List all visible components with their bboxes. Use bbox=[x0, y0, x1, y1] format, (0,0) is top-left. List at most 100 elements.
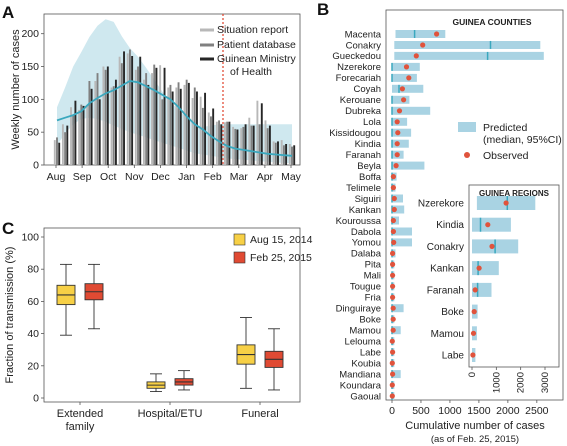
bar-ministry bbox=[131, 56, 134, 165]
observed-point bbox=[401, 97, 407, 103]
legend-label-aug: Aug 15, 2014 bbox=[250, 234, 313, 246]
county-label: Boke bbox=[359, 315, 381, 326]
x-tick-label-a: Nov bbox=[125, 171, 144, 183]
inset-x-tick-label: 3000 bbox=[540, 372, 551, 393]
observed-point bbox=[391, 206, 397, 213]
bar-patient bbox=[177, 82, 180, 165]
plot-frame-b bbox=[385, 9, 564, 401]
legend-label-report: Situation report bbox=[217, 24, 288, 36]
observed-point bbox=[413, 53, 419, 59]
bar-report bbox=[191, 98, 194, 165]
county-label: Koubia bbox=[351, 358, 381, 369]
region-observed-point bbox=[471, 309, 477, 315]
x-tick-label-b: 2500 bbox=[525, 405, 549, 417]
observed-point bbox=[394, 141, 400, 147]
predicted-bar bbox=[395, 30, 446, 38]
county-label: Kouroussa bbox=[336, 216, 382, 227]
bar-ministry bbox=[268, 125, 271, 165]
x-axis-label-b: Cumulative number of cases bbox=[405, 420, 545, 432]
county-label: Kankan bbox=[349, 205, 381, 216]
x-tick-label-b: 2000 bbox=[496, 405, 520, 417]
legend-label-ministry-line-2: of Health bbox=[230, 66, 272, 78]
panel-a: A 0 50 100 150 200 Aug Sep Oct Nov Dec Jan Feb Mar Ap… bbox=[2, 3, 302, 183]
bar-report bbox=[240, 128, 243, 165]
observed-point bbox=[390, 327, 396, 333]
county-label: Telimele bbox=[346, 183, 381, 194]
bar-ministry bbox=[171, 91, 174, 165]
bar-report bbox=[142, 79, 145, 165]
county-label: Dalaba bbox=[351, 249, 382, 260]
legend-label-predicted-ci: (median, 95%CI) bbox=[483, 134, 562, 146]
legend-label-predicted: Predicted bbox=[483, 122, 528, 134]
bar-report bbox=[175, 87, 178, 165]
observed-point bbox=[389, 360, 395, 366]
bar-ministry bbox=[179, 88, 182, 165]
observed-point bbox=[390, 217, 396, 224]
bar-ministry bbox=[82, 105, 85, 165]
region-observed-point bbox=[503, 200, 509, 206]
bar-patient bbox=[80, 104, 83, 165]
region-label: Labe bbox=[442, 351, 465, 362]
bar-report bbox=[126, 53, 129, 165]
y-axis-label-a: Weekly number of cases bbox=[10, 29, 22, 150]
observed-point bbox=[396, 108, 403, 114]
panel-c: C 0 20 40 60 80 100 Fraction of transmission (… bbox=[2, 219, 313, 433]
region-observed-point bbox=[470, 330, 477, 336]
region-label: Nzerekore bbox=[418, 199, 465, 210]
bar-report bbox=[215, 121, 218, 165]
county-label: Gueckedou bbox=[332, 51, 381, 62]
x-tick-label-a: Jan bbox=[178, 171, 195, 183]
county-label: Pita bbox=[365, 260, 382, 271]
bar-report bbox=[248, 117, 251, 165]
y-tick-label-c: 0 bbox=[33, 393, 39, 405]
bar-patient bbox=[112, 86, 115, 165]
county-label: Macenta bbox=[345, 29, 382, 40]
bar-patient bbox=[128, 49, 131, 165]
predicted-bar bbox=[392, 205, 405, 214]
observed-point bbox=[389, 338, 395, 344]
county-label: Yomou bbox=[352, 238, 381, 249]
bar-ministry bbox=[228, 121, 231, 165]
legend-label-observed: Observed bbox=[483, 150, 529, 162]
y-tick-label-a: 200 bbox=[21, 28, 39, 40]
panel-a-letter: A bbox=[2, 3, 14, 22]
x-tick-label-a: Feb bbox=[204, 171, 222, 183]
region-label: Kindia bbox=[436, 220, 464, 231]
observed-point bbox=[390, 228, 396, 235]
bar-ministry bbox=[293, 145, 296, 165]
region-label: Boke bbox=[441, 307, 464, 318]
legend-swatch-feb bbox=[233, 251, 246, 264]
observed-point bbox=[394, 119, 400, 125]
bar-patient bbox=[266, 128, 269, 165]
region-predicted-bar bbox=[472, 261, 499, 276]
x-tick-label-b: 500 bbox=[412, 405, 430, 417]
observed-point bbox=[434, 31, 440, 37]
bar-report bbox=[199, 96, 202, 165]
bar-ministry bbox=[106, 66, 109, 165]
region-label: Conakry bbox=[427, 242, 464, 253]
bar-report bbox=[224, 122, 226, 165]
y-tick-label-a: 50 bbox=[27, 127, 39, 139]
observed-point bbox=[406, 75, 412, 81]
county-label: Mamou bbox=[349, 325, 381, 336]
x-axis-label-b-2: (as of Feb. 25, 2015) bbox=[431, 434, 519, 445]
bar-report bbox=[207, 112, 210, 165]
predicted-bar bbox=[394, 41, 541, 49]
panel-b: B GUINEA COUNTIESMacentaConakryGueckedou… bbox=[317, 0, 564, 445]
bar-ministry bbox=[196, 91, 198, 165]
predicted-bar bbox=[394, 51, 544, 60]
observed-point bbox=[390, 283, 396, 289]
region-label: Faranah bbox=[427, 285, 464, 296]
bar-ministry bbox=[114, 79, 117, 165]
predicted-bar bbox=[392, 227, 413, 236]
bar-ministry bbox=[90, 88, 93, 165]
observed-point bbox=[395, 130, 401, 136]
legend-label-ministry: Guinean Ministry of Health bbox=[217, 53, 297, 78]
observed-point bbox=[389, 382, 395, 388]
region-observed-point bbox=[472, 287, 478, 293]
county-label: Lelouma bbox=[345, 336, 382, 347]
bar-ministry bbox=[220, 124, 223, 165]
county-label: Dubreka bbox=[345, 106, 382, 117]
region-label: Kankan bbox=[430, 264, 464, 275]
county-label: Mandiana bbox=[339, 369, 381, 380]
